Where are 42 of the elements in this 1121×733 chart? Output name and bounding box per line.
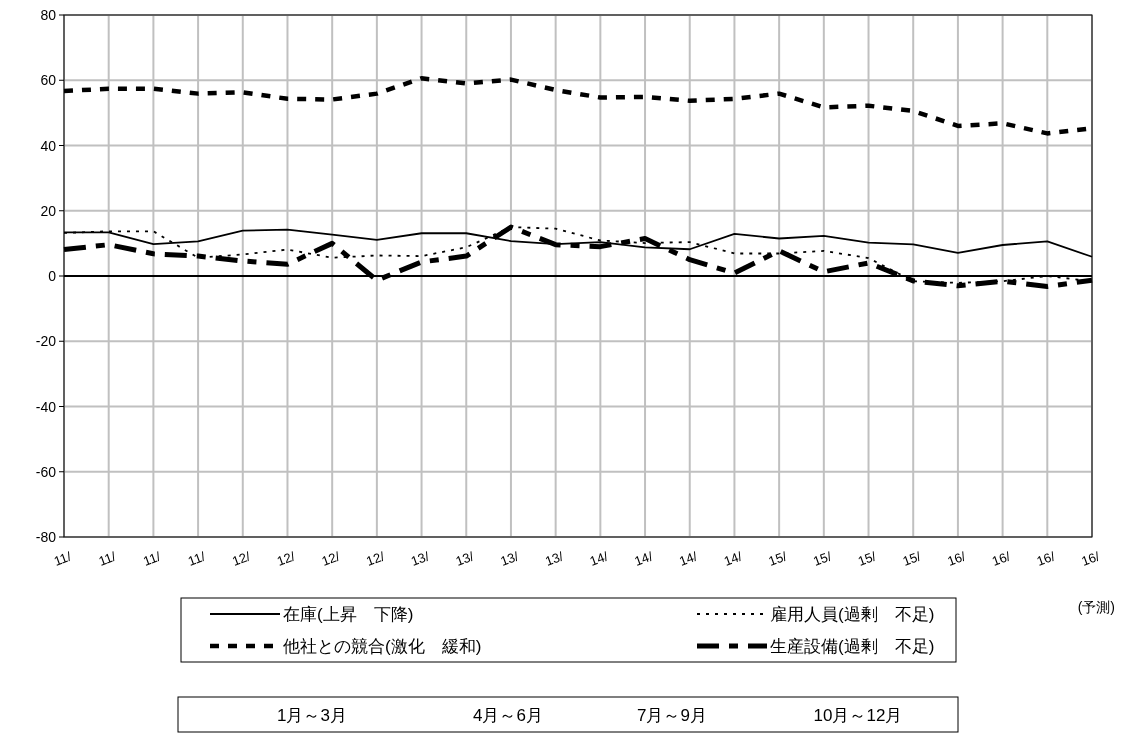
y-tick-label: -40: [35, 398, 57, 415]
x-tick-label: 12/: [274, 548, 298, 569]
x-tick-label: 15/: [855, 548, 879, 569]
y-tick-label: -80: [35, 529, 57, 545]
x-tick-label: 14/: [587, 548, 611, 569]
x-tick-label: 13/: [498, 548, 521, 569]
legend-label: 雇用人員(過剰 不足): [770, 605, 935, 624]
x-tick-label: 11/: [141, 548, 163, 569]
x-tick-label: 12/: [319, 548, 343, 569]
y-tick-label: 20: [40, 202, 57, 219]
y-tick-label: -20: [35, 333, 57, 350]
legend-label: 生産設備(過剰 不足): [770, 637, 935, 656]
text: 7月～9月: [637, 706, 707, 725]
x-tick-label: 11/: [51, 548, 74, 569]
y-tick-label: 60: [40, 72, 57, 89]
y-tick-label: 40: [40, 137, 57, 154]
legend-label: 他社との競合(激化 緩和): [283, 637, 482, 656]
legend-label: 在庫(上昇 下降): [283, 605, 414, 624]
x-tick-label: 15/: [811, 548, 834, 569]
x-tick-label: 16/: [1079, 548, 1102, 569]
text: 4月～6月: [473, 706, 543, 725]
x-tick-label: 16/: [945, 548, 968, 569]
x-tick-label: 16/: [990, 548, 1013, 569]
x-tick-label: 13/: [543, 548, 566, 569]
x-tick-label: 12/: [230, 548, 253, 569]
x-tick-label: 16/: [1034, 548, 1058, 569]
x-tick-label: 15/: [900, 548, 924, 569]
text: 10月～12月: [813, 706, 903, 725]
x-tick-label: 13/: [408, 548, 432, 569]
x-tick-label: 11/: [96, 548, 119, 569]
x-tick-label: 14/: [677, 548, 700, 569]
x-tick-label: 11/: [185, 548, 208, 569]
y-tick-label: 0: [48, 268, 57, 284]
y-tick-label: 80: [40, 7, 57, 23]
x-tick-label: 13/: [453, 548, 477, 569]
x-tick-label: 12/: [364, 548, 387, 569]
x-tick-label: 14/: [632, 548, 655, 569]
x-tick-label: 14/: [721, 548, 745, 569]
text: 1月～3月: [277, 706, 347, 725]
x-tick-label: 15/: [766, 548, 790, 569]
text: (予測): [1077, 599, 1115, 615]
y-tick-label: -60: [35, 463, 57, 480]
